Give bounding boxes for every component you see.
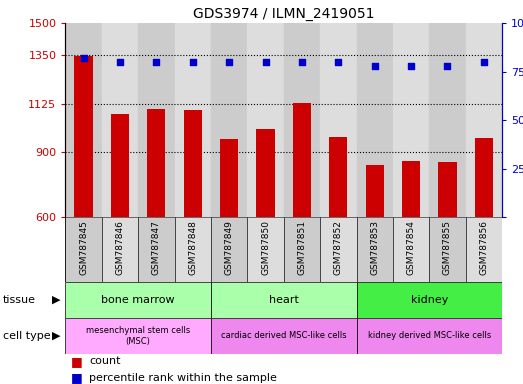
Bar — [329, 137, 347, 217]
Point — [480, 59, 488, 65]
Text: ■: ■ — [71, 355, 82, 368]
Bar — [393, 217, 429, 282]
Point — [334, 59, 343, 65]
Point — [116, 59, 124, 65]
Bar — [65, 23, 102, 217]
Bar — [65, 217, 102, 282]
Text: kidney derived MSC-like cells: kidney derived MSC-like cells — [368, 331, 491, 341]
Bar — [293, 103, 311, 217]
Bar — [138, 23, 175, 217]
Bar — [357, 217, 393, 282]
Bar — [211, 217, 247, 282]
Point — [189, 59, 197, 65]
Text: bone marrow: bone marrow — [101, 295, 175, 305]
Text: GSM787854: GSM787854 — [406, 220, 416, 275]
Text: cell type: cell type — [3, 331, 50, 341]
Title: GDS3974 / ILMN_2419051: GDS3974 / ILMN_2419051 — [193, 7, 374, 21]
Text: tissue: tissue — [3, 295, 36, 305]
Bar — [393, 23, 429, 217]
Bar — [175, 23, 211, 217]
Bar — [465, 23, 502, 217]
Bar — [429, 217, 465, 282]
Text: GSM787856: GSM787856 — [480, 220, 488, 275]
Bar — [111, 114, 129, 217]
Point — [298, 59, 306, 65]
Point — [225, 59, 233, 65]
Bar — [357, 23, 393, 217]
Text: percentile rank within the sample: percentile rank within the sample — [89, 373, 277, 383]
Text: GSM787851: GSM787851 — [298, 220, 306, 275]
Bar — [175, 217, 211, 282]
Text: count: count — [89, 356, 120, 366]
Bar — [211, 318, 357, 354]
Point — [262, 59, 270, 65]
Bar — [402, 161, 420, 217]
Bar — [102, 217, 138, 282]
Text: GSM787847: GSM787847 — [152, 220, 161, 275]
Bar — [65, 318, 211, 354]
Bar — [247, 217, 283, 282]
Bar — [366, 165, 384, 217]
Bar — [74, 56, 93, 217]
Text: GSM787852: GSM787852 — [334, 220, 343, 275]
Text: GSM787853: GSM787853 — [370, 220, 379, 275]
Bar — [357, 282, 502, 318]
Bar — [320, 23, 357, 217]
Text: cardiac derived MSC-like cells: cardiac derived MSC-like cells — [221, 331, 347, 341]
Point — [407, 63, 415, 69]
Text: mesenchymal stem cells
(MSC): mesenchymal stem cells (MSC) — [86, 326, 190, 346]
Text: GSM787849: GSM787849 — [225, 220, 234, 275]
Bar — [283, 23, 320, 217]
Text: kidney: kidney — [411, 295, 448, 305]
Bar — [475, 138, 493, 217]
Bar — [220, 139, 238, 217]
Bar — [102, 23, 138, 217]
Bar — [320, 217, 357, 282]
Text: ■: ■ — [71, 371, 82, 384]
Bar — [429, 23, 465, 217]
Text: GSM787850: GSM787850 — [261, 220, 270, 275]
Bar — [147, 109, 165, 217]
Text: heart: heart — [269, 295, 299, 305]
Bar — [357, 318, 502, 354]
Bar — [283, 217, 320, 282]
Text: GSM787848: GSM787848 — [188, 220, 197, 275]
Bar — [247, 23, 283, 217]
Point — [370, 63, 379, 69]
Bar — [438, 162, 457, 217]
Bar — [256, 129, 275, 217]
Point — [152, 59, 161, 65]
Bar — [465, 217, 502, 282]
Point — [79, 55, 88, 61]
Bar — [211, 282, 357, 318]
Text: GSM787855: GSM787855 — [443, 220, 452, 275]
Text: GSM787845: GSM787845 — [79, 220, 88, 275]
Bar — [138, 217, 175, 282]
Bar — [65, 282, 211, 318]
Point — [444, 63, 452, 69]
Text: ▶: ▶ — [52, 331, 60, 341]
Bar — [211, 23, 247, 217]
Text: ▶: ▶ — [52, 295, 60, 305]
Bar — [184, 110, 202, 217]
Text: GSM787846: GSM787846 — [116, 220, 124, 275]
